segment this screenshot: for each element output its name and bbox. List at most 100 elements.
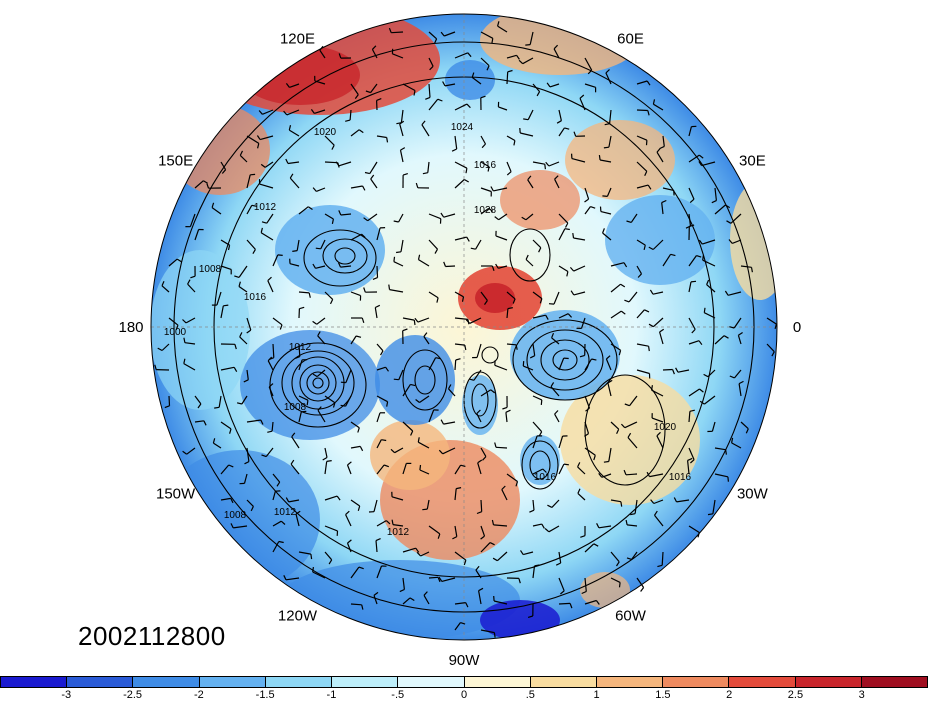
wind-barb-flag — [370, 174, 375, 180]
wind-barb-flag — [689, 224, 695, 227]
wind-barb-flag — [267, 276, 272, 282]
wind-barb — [444, 83, 456, 87]
wind-barb — [636, 309, 645, 319]
wind-barb — [506, 161, 512, 172]
wind-barb-flag — [175, 324, 179, 331]
wind-barb — [532, 421, 543, 433]
wind-barb-flag — [267, 430, 273, 433]
longitude-label: 0 — [793, 319, 801, 336]
wind-barb-flag — [480, 535, 485, 540]
wind-barb — [688, 213, 692, 227]
wind-barb — [428, 83, 431, 98]
wind-barb — [376, 227, 381, 241]
wind-barb — [454, 602, 466, 605]
wind-barb-flag — [203, 420, 207, 426]
wind-barb-flag — [203, 180, 208, 184]
wind-barb — [187, 283, 196, 293]
wind-barb-flag — [187, 279, 191, 285]
wind-barb-flag — [466, 236, 470, 242]
wind-barb — [418, 259, 430, 267]
wind-barb-flag — [726, 220, 732, 224]
wind-barb — [445, 265, 456, 268]
wind-barb — [731, 442, 742, 449]
wind-barb — [220, 161, 227, 171]
wind-barb-flag — [724, 290, 729, 296]
wind-barb-flag — [402, 328, 408, 332]
wind-barb-flag — [423, 591, 428, 596]
wind-barb-flag — [579, 94, 585, 99]
wind-barb — [532, 435, 538, 449]
wind-barb-flag — [596, 523, 600, 529]
wind-barb-flag — [624, 403, 630, 407]
wind-barb — [161, 285, 170, 293]
wind-barb — [324, 291, 334, 300]
wind-barb-flag — [434, 248, 439, 254]
wind-barb-flag — [738, 332, 743, 336]
wind-barb — [448, 388, 456, 397]
wind-barb — [584, 187, 590, 200]
wind-barb-flag — [230, 498, 234, 504]
wind-barb — [291, 436, 300, 449]
wind-barb — [394, 447, 404, 454]
wind-barb — [529, 31, 534, 45]
wind-barb-flag — [581, 590, 587, 595]
wind-barb-flag — [544, 528, 550, 533]
wind-barb — [317, 335, 326, 345]
wind-barb-flag — [471, 72, 475, 78]
wind-barb — [239, 154, 248, 163]
wind-barb — [454, 291, 464, 298]
wind-barb-flag — [337, 262, 342, 268]
wind-barb — [702, 239, 716, 245]
wind-barb-flag — [440, 212, 445, 218]
wind-barb — [495, 446, 508, 449]
wind-barb — [688, 126, 692, 137]
wind-barb-flag — [482, 456, 487, 461]
wind-barb — [189, 213, 196, 227]
wind-barb-flag — [711, 200, 717, 204]
wind-barb — [168, 258, 178, 267]
wind-barb — [584, 83, 596, 88]
wind-barb — [350, 233, 362, 241]
wind-barb-flag — [490, 186, 494, 192]
wind-barb — [454, 551, 467, 561]
wind-barb — [345, 369, 352, 383]
wind-barb — [220, 366, 235, 371]
wind-barb — [506, 54, 517, 59]
wind-barb-flag — [659, 145, 665, 150]
wind-barb-flag — [481, 143, 486, 149]
wind-barb — [688, 411, 691, 423]
wind-barb-flag — [319, 45, 324, 51]
wind-barb-flag — [312, 373, 318, 378]
wind-barb-flag — [515, 481, 519, 487]
wind-barb-flag — [484, 300, 488, 305]
wind-barb — [712, 499, 716, 514]
wind-barb-flag — [465, 602, 469, 608]
wind-barb-flag — [285, 158, 289, 164]
wind-barb — [738, 383, 742, 397]
wind-barb-flag — [656, 148, 661, 153]
wind-barb — [652, 317, 664, 328]
wind-barb — [288, 129, 300, 137]
wind-barb — [714, 447, 726, 451]
wind-barb-flag — [183, 337, 186, 343]
wind-barb-flag — [670, 253, 676, 257]
wind-barb — [631, 551, 638, 560]
wind-barb — [610, 310, 622, 319]
wind-barb-flag — [381, 439, 387, 442]
wind-barb-flag — [506, 171, 512, 176]
wind-barb-flag — [393, 256, 396, 262]
wind-barb-flag — [465, 319, 471, 324]
longitude-label: 120W — [278, 607, 318, 624]
wind-barb — [688, 447, 695, 460]
wind-barb — [246, 205, 253, 215]
wind-barb — [677, 369, 690, 373]
wind-barb — [558, 435, 564, 449]
wind-barb-flag — [518, 59, 524, 65]
wind-barb — [497, 25, 508, 33]
wind-barb — [688, 388, 700, 397]
wind-barb-flag — [460, 622, 466, 625]
wind-barb-flag — [365, 90, 371, 94]
wind-barb-flag — [211, 202, 215, 208]
wind-barb — [218, 395, 222, 408]
wind-barb-flag — [438, 576, 443, 582]
